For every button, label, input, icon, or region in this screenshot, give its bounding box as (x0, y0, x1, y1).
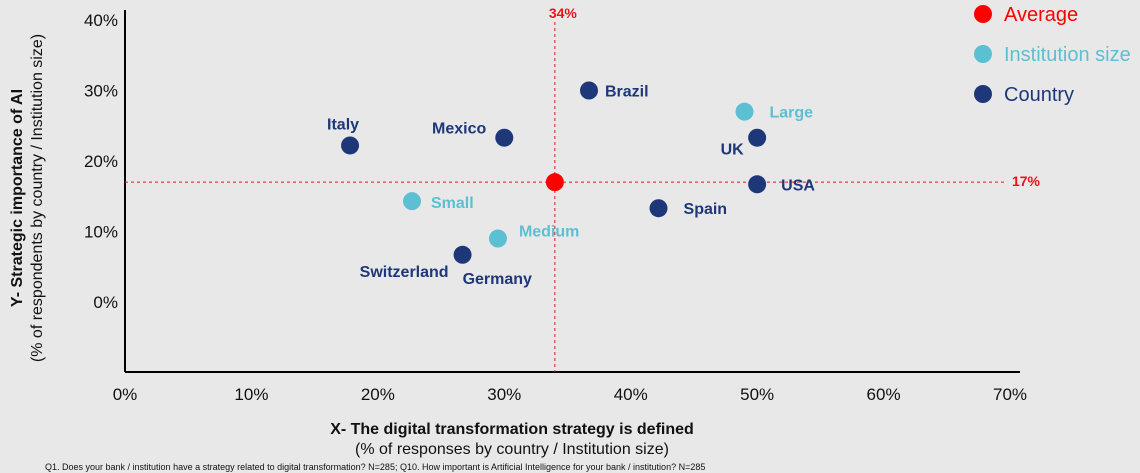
tick-labels: 0% 10% 20% 30% 40% 50% 60% 70% 0% 10% 20% 30% 40% (84, 11, 1027, 404)
y-tick-label: 20% (84, 152, 118, 171)
reference-lines: 34% 17% (125, 5, 1041, 372)
point-label-large: Large (770, 105, 814, 122)
x-axis-subtitle: (% of responses by country / Institution… (355, 441, 669, 458)
data-point-average (545, 173, 564, 192)
legend-label-country: Country (1004, 84, 1074, 106)
point-label-brazil: Brazil (605, 84, 649, 101)
data-point-italy (341, 136, 360, 155)
y-axis-title: Y- Strategic importance of AI (9, 89, 26, 307)
x-tick-label: 60% (867, 385, 901, 404)
legend-label-average: Average (1004, 4, 1078, 26)
point-label-uk: UK (721, 142, 745, 159)
point-label-medium: Medium (519, 224, 579, 241)
data-point-uk (748, 128, 767, 147)
legend-label-institution-size: Institution size (1004, 44, 1131, 66)
x-tick-label: 30% (487, 385, 521, 404)
legend-marker-institution-size (974, 45, 992, 63)
average-x-label: 34% (549, 5, 578, 21)
y-tick-label: 0% (93, 293, 118, 312)
data-point-spain (649, 199, 668, 218)
data-point-medium (488, 229, 507, 248)
x-axis-title: X- The digital transformation strategy i… (330, 421, 694, 438)
point-label-usa: USA (781, 177, 815, 194)
data-point-small (402, 192, 421, 211)
x-tick-label: 0% (113, 385, 138, 404)
legend: Average Institution size Country (974, 4, 1131, 106)
x-tick-label: 40% (614, 385, 648, 404)
footnote: Q1. Does your bank / institution have a … (45, 462, 705, 472)
y-tick-label: 30% (84, 82, 118, 101)
point-label-germany: Germany (463, 271, 532, 288)
y-tick-label: 40% (84, 11, 118, 30)
data-points: Large Small Medium Brazil Italy Mexico UK USA Sp… (327, 81, 815, 288)
axes (124, 10, 1020, 373)
legend-marker-average (974, 5, 992, 23)
point-label-switzerland: Switzerland (360, 264, 449, 281)
legend-marker-country (974, 85, 992, 103)
point-label-small: Small (431, 195, 474, 212)
point-label-italy: Italy (327, 116, 359, 133)
average-y-label: 17% (1012, 173, 1041, 189)
x-tick-label: 20% (361, 385, 395, 404)
point-label-spain: Spain (684, 201, 728, 218)
data-point-brazil (579, 81, 598, 100)
data-point-switzerland (453, 245, 472, 264)
y-axis-subtitle: (% of respondents by country / Instituti… (29, 34, 46, 362)
point-label-mexico: Mexico (432, 121, 486, 138)
y-tick-label: 10% (84, 223, 118, 242)
x-tick-label: 70% (993, 385, 1027, 404)
data-point-mexico (495, 128, 514, 147)
data-point-large (735, 102, 754, 121)
x-tick-label: 10% (234, 385, 268, 404)
x-tick-label: 50% (740, 385, 774, 404)
data-point-usa (748, 175, 767, 194)
